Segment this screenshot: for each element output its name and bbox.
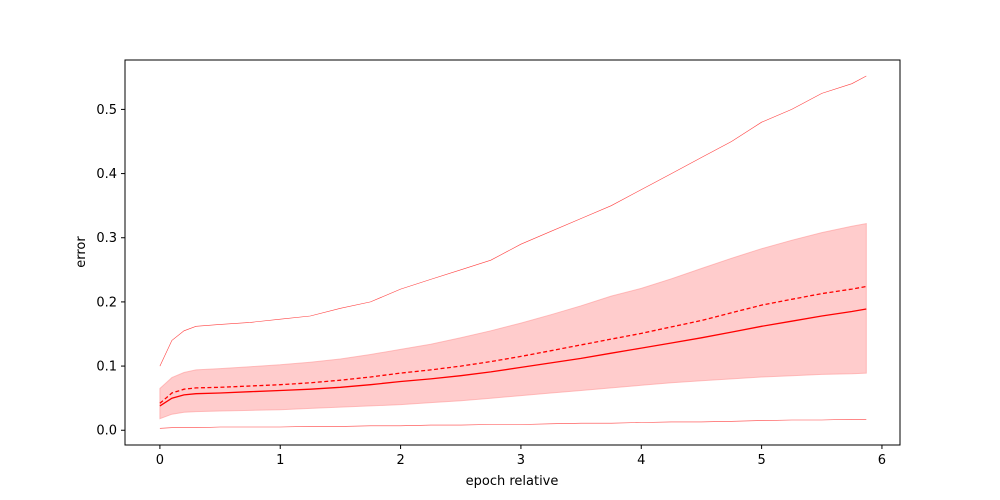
series-dashed-line bbox=[159, 285, 867, 404]
x-tick-label: 5 bbox=[757, 453, 765, 468]
series-min-line bbox=[159, 418, 867, 429]
x-tick-label: 1 bbox=[276, 453, 284, 468]
y-tick-label: 0.3 bbox=[96, 231, 117, 246]
y-tick-label: 0.1 bbox=[96, 360, 117, 375]
y-tick-label: 0.5 bbox=[96, 103, 117, 118]
x-tick-label: 4 bbox=[637, 453, 645, 468]
x-tick-label: 3 bbox=[517, 453, 525, 468]
y-tick-label: 0.0 bbox=[96, 424, 117, 439]
x-tick-label: 6 bbox=[878, 453, 886, 468]
x-tick-label: 2 bbox=[396, 453, 404, 468]
series-max-line bbox=[159, 75, 867, 367]
y-tick-label: 0.2 bbox=[96, 295, 117, 310]
plot-frame bbox=[124, 59, 901, 446]
series-solid-line bbox=[159, 308, 867, 407]
x-axis-title: epoch relative bbox=[466, 474, 559, 489]
x-tick-label: 0 bbox=[156, 453, 164, 468]
y-tick-label: 0.4 bbox=[96, 167, 117, 182]
y-axis-title: error bbox=[74, 236, 89, 268]
confidence-band bbox=[159, 223, 867, 420]
